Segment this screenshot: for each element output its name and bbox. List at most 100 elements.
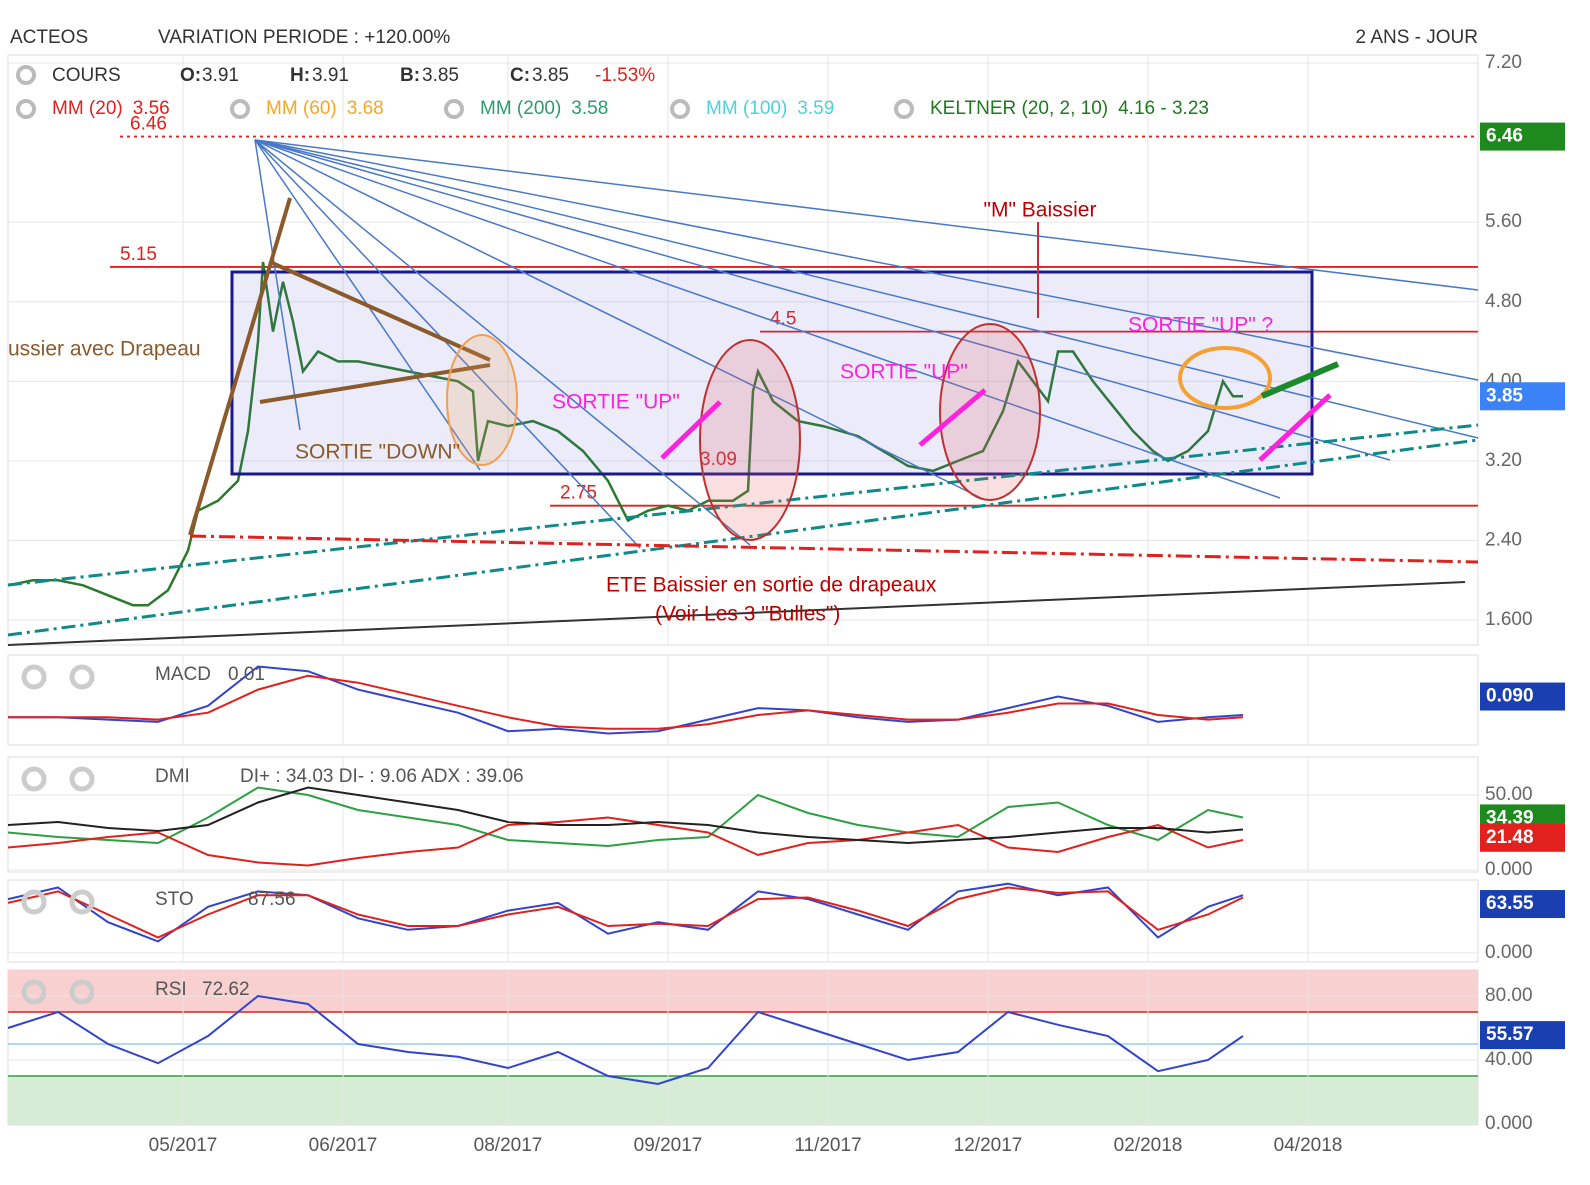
up-arrows bbox=[660, 388, 1332, 462]
long-trend bbox=[7, 581, 1466, 646]
x-tick-label: 05/2017 bbox=[149, 1135, 218, 1156]
level-label: 3.09 bbox=[700, 449, 737, 470]
bubbles bbox=[446, 323, 1272, 541]
y-tick-label: 4.80 bbox=[1485, 291, 1522, 312]
neckline bbox=[189, 534, 1479, 564]
variation: VARIATION PERIODE : +120.00% bbox=[158, 27, 450, 48]
x-tick-label: 09/2017 bbox=[634, 1135, 703, 1156]
gear-icon bbox=[16, 65, 36, 85]
indicator-value: 0.01 bbox=[228, 664, 265, 685]
indicator-name: MM (60) bbox=[266, 98, 337, 119]
ohlc-label: O: bbox=[180, 65, 201, 86]
panel-frame bbox=[7, 879, 1479, 963]
gear-icon bbox=[69, 889, 95, 915]
ohlc-value: 3.91 bbox=[202, 65, 239, 86]
indicator-title: MACD bbox=[155, 664, 211, 685]
close-icon bbox=[21, 979, 47, 1005]
y-tick-label: 0.000 bbox=[1485, 942, 1533, 963]
indicator-title: STO bbox=[155, 889, 194, 910]
indicator-title: DMI bbox=[155, 766, 190, 787]
indicator-name: MM (100) bbox=[706, 98, 787, 119]
flag bbox=[188, 197, 491, 536]
panel: 0.000 40.00 80.00 RSI 72.62 55.57 bbox=[7, 969, 1565, 1134]
support-lines bbox=[7, 423, 1479, 637]
ohlc-label: B: bbox=[400, 65, 420, 86]
level-label: 6.46 bbox=[130, 114, 167, 135]
band bbox=[8, 1076, 1478, 1125]
quote-name: COURS bbox=[52, 65, 121, 86]
series-line bbox=[7, 994, 1244, 1086]
change: -1.53% bbox=[595, 65, 655, 86]
panel-frame bbox=[7, 756, 1479, 873]
badge-label: 3.85 bbox=[1486, 385, 1523, 406]
value-badge bbox=[1480, 122, 1565, 151]
panel: MACD 0.01 0.090 bbox=[7, 654, 1565, 746]
y-tick-label: 0.000 bbox=[1485, 859, 1533, 880]
badge-label: 34.39 bbox=[1486, 807, 1534, 828]
gear-icon bbox=[444, 99, 464, 119]
period: 2 ANS - JOUR bbox=[1356, 27, 1478, 48]
gear-icon bbox=[69, 766, 95, 792]
indicator-name: MM (200) bbox=[480, 98, 561, 119]
ohlc-value: 3.91 bbox=[312, 65, 349, 86]
panel: 0.000 50.00 DMI DI+ : 34.03 DI- : 9.06 ADX … bbox=[7, 756, 1565, 880]
x-tick-label: 12/2017 bbox=[954, 1135, 1023, 1156]
annotation: ussier avec Drapeau bbox=[8, 338, 201, 361]
indicator-value: 3.68 bbox=[347, 98, 384, 119]
green-arrow bbox=[1260, 361, 1340, 399]
x-tick-label: 11/2017 bbox=[794, 1135, 861, 1156]
annotation: "M" Baissier bbox=[984, 199, 1097, 222]
x-tick-label: 04/2018 bbox=[1274, 1135, 1343, 1156]
x-tick-label: 08/2017 bbox=[474, 1135, 543, 1156]
level-label: 5.15 bbox=[120, 244, 157, 265]
indicator-value: 3.56 bbox=[133, 98, 170, 119]
gear-icon bbox=[69, 664, 95, 690]
y-tick-label: 2.40 bbox=[1485, 530, 1522, 551]
y-tick-label: 1.600 bbox=[1485, 609, 1533, 630]
series-line bbox=[8, 665, 1244, 735]
value-badge bbox=[1480, 823, 1565, 852]
badge-label: 55.57 bbox=[1486, 1024, 1534, 1045]
badge-label: 6.46 bbox=[1486, 126, 1523, 147]
y-tick-label: 50.00 bbox=[1485, 784, 1533, 805]
symbol: ACTEOS bbox=[10, 27, 88, 48]
indicator-title: RSI bbox=[155, 979, 187, 1000]
annotation: SORTIE "UP" bbox=[552, 391, 680, 414]
indicator-value: 72.62 bbox=[202, 979, 250, 1000]
panel: 0.000 STO 87.56 63.55 bbox=[7, 879, 1565, 963]
value-badge bbox=[1480, 1021, 1565, 1050]
indicator-value: DI+ : 34.03 DI- : 9.06 ADX : 39.06 bbox=[240, 766, 524, 787]
annotation: SORTIE "UP" ? bbox=[1128, 314, 1273, 337]
series-line bbox=[8, 674, 1244, 730]
series-line bbox=[7, 786, 1244, 848]
y-tick-label: 0.000 bbox=[1485, 1113, 1533, 1134]
y-tick-label: 5.60 bbox=[1485, 211, 1522, 232]
gear-icon bbox=[16, 99, 36, 119]
band bbox=[8, 970, 1478, 1013]
indicator-value: 87.56 bbox=[248, 889, 296, 910]
y-tick-label: 3.20 bbox=[1485, 450, 1522, 471]
x-tick-label: 06/2017 bbox=[309, 1135, 378, 1156]
series-line bbox=[7, 786, 1244, 845]
value-badge bbox=[1480, 382, 1565, 411]
x-tick-label: 02/2018 bbox=[1114, 1135, 1183, 1156]
gear-icon bbox=[230, 99, 250, 119]
close-icon bbox=[21, 766, 47, 792]
annotation: (Voir Les 3 "Bulles") bbox=[655, 603, 840, 626]
badge-label: 21.48 bbox=[1486, 827, 1534, 848]
value-badge bbox=[1480, 682, 1565, 711]
level-label: 2.75 bbox=[560, 483, 597, 504]
series-line bbox=[7, 882, 1244, 943]
annotation: ETE Baissier en sortie de drapeaux bbox=[606, 574, 937, 597]
y-tick-label: 80.00 bbox=[1485, 985, 1533, 1006]
close-icon bbox=[21, 664, 47, 690]
annotation: SORTIE "DOWN" bbox=[295, 441, 460, 464]
gear-icon bbox=[670, 99, 690, 119]
annotation: SORTIE "UP" bbox=[840, 361, 968, 384]
indicator-value: 3.59 bbox=[797, 98, 834, 119]
y-tick-label: 7.20 bbox=[1485, 52, 1522, 73]
indicator-name: KELTNER (20, 2, 10) bbox=[930, 98, 1108, 119]
close-icon bbox=[21, 889, 47, 915]
ohlc-value: 3.85 bbox=[422, 65, 459, 86]
